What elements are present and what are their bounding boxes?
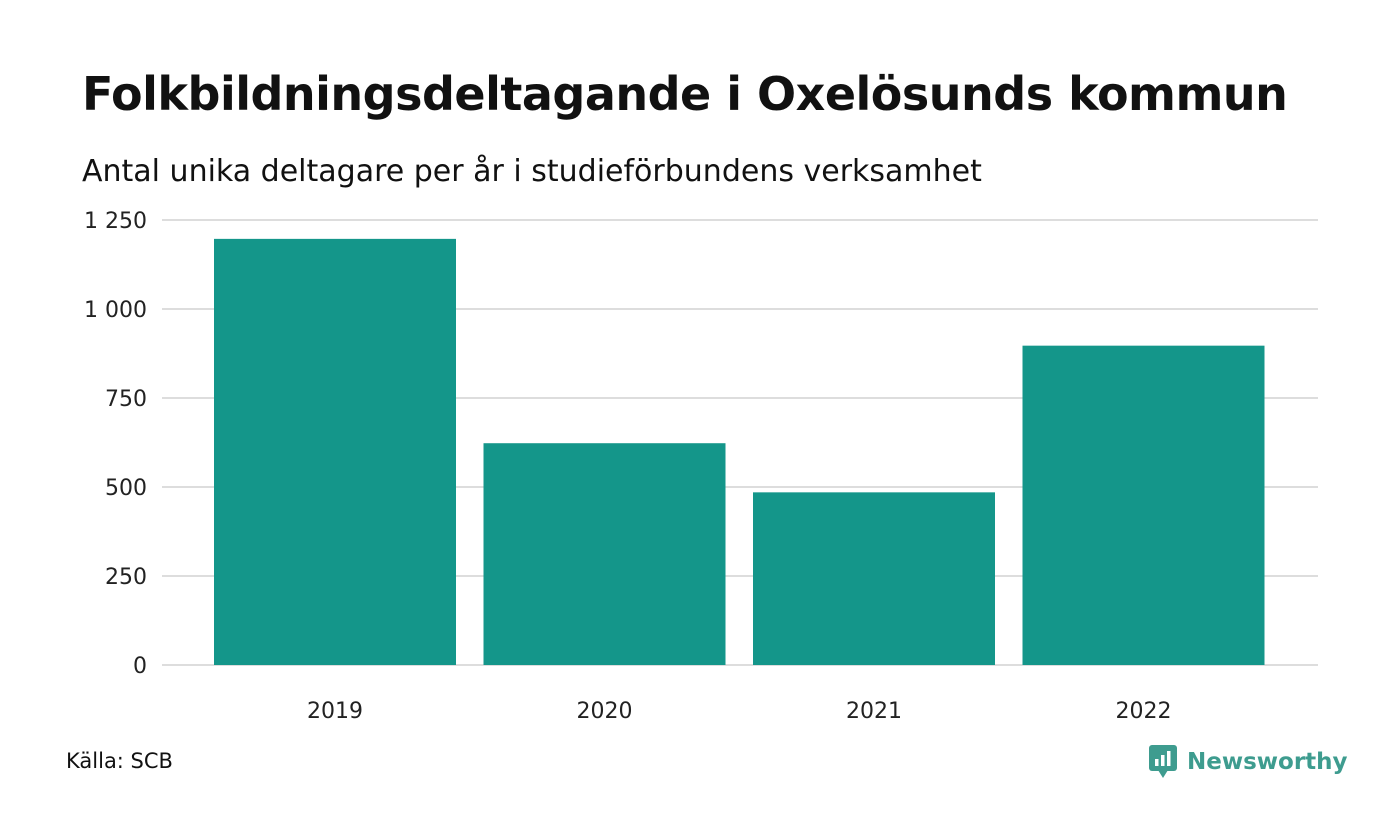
newsworthy-logo-icon — [1149, 745, 1177, 778]
x-tick-label: 2019 — [307, 699, 363, 724]
chart-subtitle: Antal unika deltagare per år i studieför… — [82, 154, 982, 189]
bar-2020 — [483, 443, 726, 665]
y-axis-tick-labels: 0 250 500 750 1 000 1 250 — [84, 209, 147, 679]
bar-2019 — [214, 238, 456, 666]
y-tick-label: 250 — [105, 565, 147, 590]
y-tick-label: 750 — [105, 387, 147, 412]
x-tick-label: 2020 — [577, 699, 633, 724]
y-tick-label: 0 — [133, 654, 147, 679]
x-tick-label: 2021 — [846, 699, 902, 724]
bar-2021 — [753, 492, 995, 665]
x-axis-tick-labels: 2019 2020 2021 2022 — [307, 699, 1172, 724]
y-tick-label: 500 — [105, 476, 147, 501]
source-note: Källa: SCB — [66, 749, 173, 773]
x-tick-label: 2022 — [1116, 699, 1172, 724]
y-tick-label: 1 000 — [84, 298, 147, 323]
y-tick-label: 1 250 — [84, 209, 147, 234]
brand-name: Newsworthy — [1187, 749, 1348, 775]
newsworthy-brand: Newsworthy — [1148, 744, 1348, 780]
bar-2022 — [1022, 345, 1265, 665]
bars — [214, 238, 1265, 666]
chart-title: Folkbildningsdeltagande i Oxelösunds kom… — [82, 67, 1288, 121]
